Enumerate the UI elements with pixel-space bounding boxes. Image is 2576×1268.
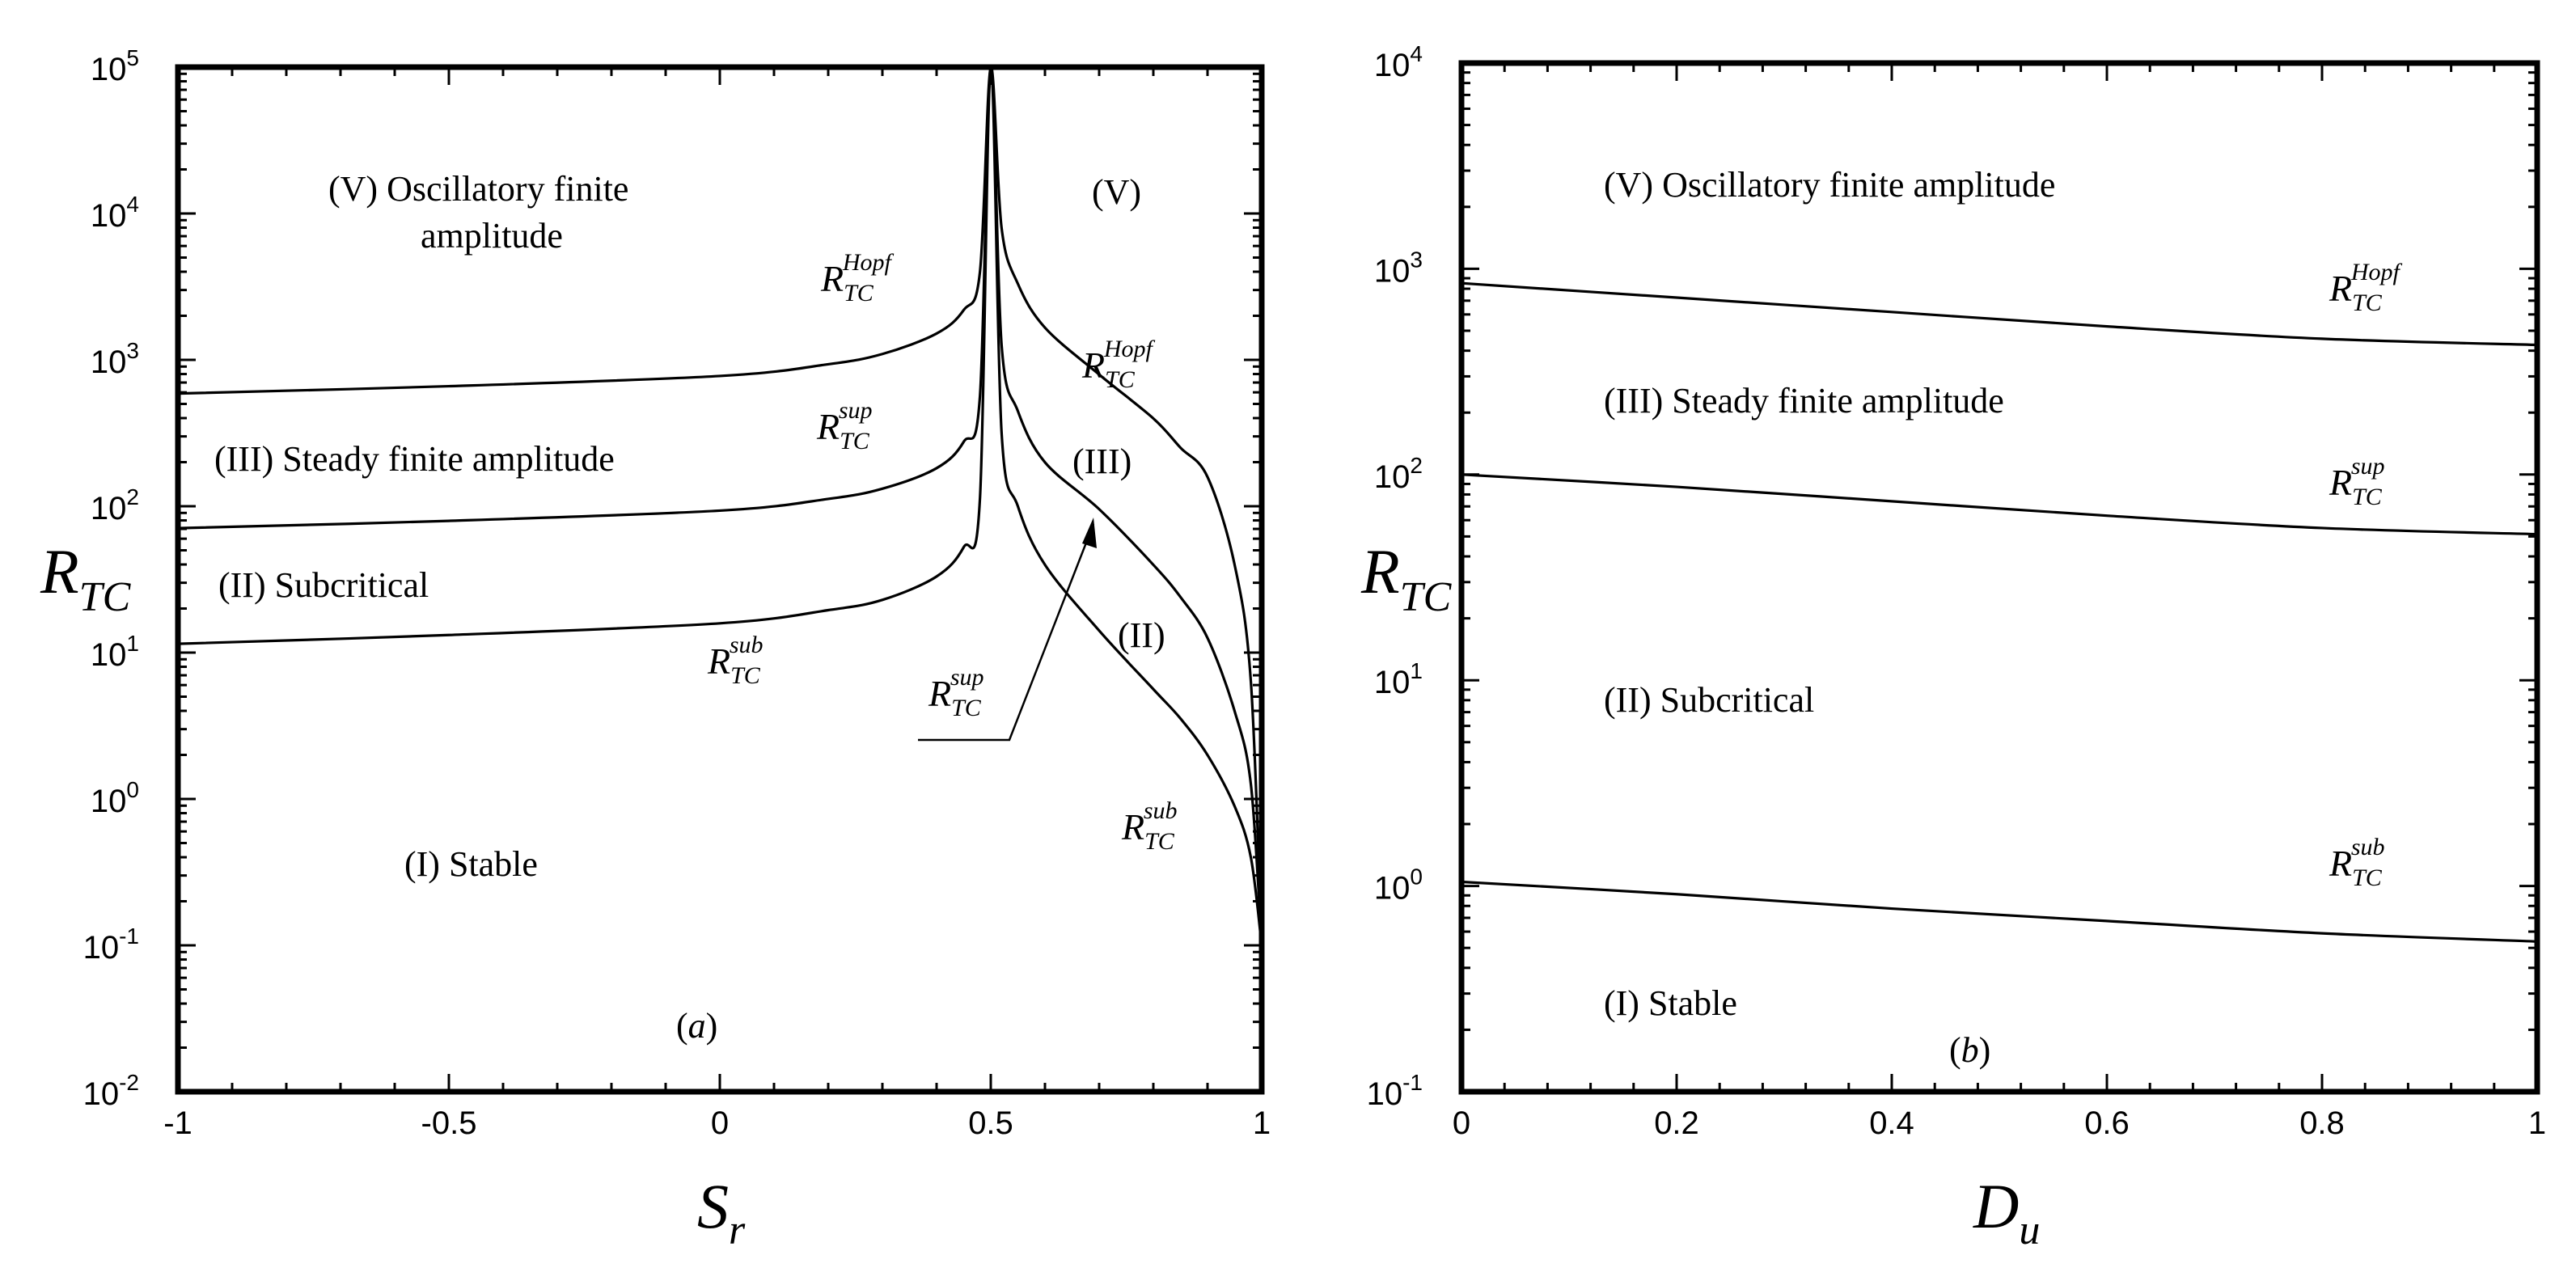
panel-b: 0 0.2 0.4 0.6 0.8 1 10-1 100 101 102 103 104 RTC D…	[1360, 41, 2546, 1253]
y-tick-label: 105	[91, 45, 139, 87]
panel-b-xtick-labels: 0 0.2 0.4 0.6 0.8 1	[1453, 1105, 2546, 1141]
panel-a-region2-right-label: (II)	[1118, 615, 1165, 655]
panel-a-region5-right-label: (V)	[1092, 172, 1141, 212]
panel-a-ytick-labels: 10-2 10-1 100 101 102 103 104 105	[83, 45, 139, 1112]
panel-b-xlabel: Du	[1973, 1171, 2040, 1253]
panel-a-xtick-labels: -1 -0.5 0 0.5 1	[163, 1105, 1271, 1141]
panel-b-region2-label: (II) Subcritical	[1604, 680, 1814, 720]
panel-b-region1-label: (I) Stable	[1604, 983, 1737, 1023]
panel-b-ytick-labels: 10-1 100 101 102 103 104	[1367, 41, 1423, 1112]
panel-a-arrow-head	[1082, 518, 1097, 548]
panel-a-hopf-label-right: RTCHopf	[1081, 336, 1155, 393]
panel-a-region2-label: (II) Subcritical	[218, 565, 429, 605]
y-tick-label: 104	[1374, 41, 1423, 83]
y-tick-label: 100	[91, 777, 139, 819]
panel-b-curves	[1461, 281, 2538, 943]
panel-a-sup-arrow-label: RTCsup	[928, 664, 984, 721]
x-tick-label: 0.5	[968, 1105, 1013, 1141]
x-tick-label: 0.6	[2084, 1105, 2130, 1141]
panel-b-ticks	[1460, 61, 2539, 1093]
y-tick-label: 10-2	[83, 1070, 139, 1112]
x-tick-label: -0.5	[421, 1105, 477, 1141]
curve-r-tc-sup	[1461, 473, 2538, 536]
y-tick-label: 104	[91, 192, 139, 234]
panel-a-arrow-leader	[918, 523, 1095, 742]
panel-a-sub-label: RTCsub	[707, 632, 763, 689]
panel-a-sup-label: RTCsup	[816, 397, 873, 454]
y-tick-label: 102	[1374, 453, 1423, 495]
y-tick-label: 102	[91, 484, 139, 526]
panel-a-sub-label-right: RTCsub	[1121, 797, 1178, 855]
y-tick-label: 101	[1374, 658, 1423, 700]
x-tick-label: 0.2	[1654, 1105, 1699, 1141]
x-tick-label: -1	[163, 1105, 192, 1141]
y-tick-label: 10-1	[1367, 1070, 1423, 1112]
x-tick-label: 0	[711, 1105, 729, 1141]
x-tick-label: 0.8	[2299, 1105, 2345, 1141]
panel-b-sub-label: RTCsub	[2329, 834, 2385, 891]
panel-a-hopf-label-left: RTCHopf	[820, 249, 894, 306]
y-tick-label: 101	[91, 631, 139, 673]
x-tick-label: 0.4	[1869, 1105, 1914, 1141]
panel-b-region3-label: (III) Steady finite amplitude	[1604, 381, 2004, 421]
y-tick-label: 100	[1374, 864, 1423, 907]
panel-b-region5-label: (V) Oscillatory finite amplitude	[1604, 165, 2055, 205]
panel-a-ylabel: RTC	[40, 536, 132, 620]
panel-a-region3-right-label: (III)	[1072, 442, 1131, 481]
panel-a: -1 -0.5 0 0.5 1 10-2 10-1 100 101 102 103 104 105 R…	[40, 45, 1271, 1253]
panel-b-ylabel: RTC	[1360, 536, 1453, 620]
y-tick-label: 10-1	[83, 924, 139, 966]
panel-b-sup-label: RTCsup	[2329, 453, 2385, 510]
panel-a-region5-label: (V) Oscillatory finite	[328, 169, 628, 209]
panel-a-region3-label: (III) Steady finite amplitude	[214, 439, 615, 479]
panel-a-xlabel: Sr	[697, 1171, 746, 1253]
panel-b-panel-label: (b)	[1949, 1030, 1990, 1070]
panel-a-panel-label: (a)	[676, 1006, 717, 1046]
curve-r-tc-sub	[1461, 880, 2538, 943]
panel-b-frame	[1458, 60, 2540, 1095]
x-tick-label: 1	[2528, 1105, 2546, 1141]
y-tick-label: 103	[1374, 247, 1423, 289]
panel-b-hopf-label: RTCHopf	[2329, 259, 2402, 316]
panel-a-frame	[175, 64, 1265, 1095]
y-tick-label: 103	[91, 338, 139, 380]
x-tick-label: 1	[1253, 1105, 1271, 1141]
curve-r-tc-hopf	[1461, 281, 2538, 347]
x-tick-label: 0	[1453, 1105, 1470, 1141]
panel-a-region1-label: (I) Stable	[404, 844, 538, 884]
panel-a-region5-label-line2: amplitude	[421, 216, 563, 256]
